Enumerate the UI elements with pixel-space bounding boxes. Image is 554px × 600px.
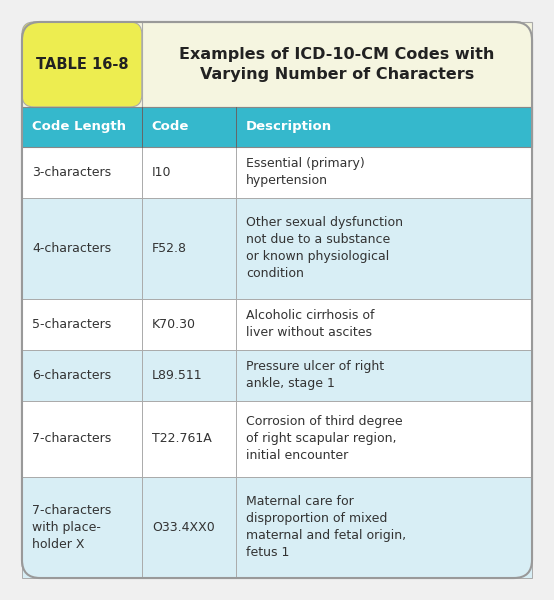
Text: Other sexual dysfunction
not due to a substance
or known physiological
condition: Other sexual dysfunction not due to a su… — [246, 217, 403, 280]
Text: I10: I10 — [152, 166, 171, 179]
Bar — [22, 476, 532, 578]
Bar — [22, 299, 532, 350]
FancyBboxPatch shape — [22, 22, 532, 578]
Text: Code: Code — [152, 121, 189, 133]
Text: O33.4XX0: O33.4XX0 — [152, 521, 214, 534]
Bar — [22, 198, 532, 299]
Text: 6-characters: 6-characters — [32, 368, 111, 382]
Text: 7-characters
with place-
holder X: 7-characters with place- holder X — [32, 504, 111, 551]
Text: F52.8: F52.8 — [152, 242, 187, 255]
Bar — [22, 350, 532, 401]
Text: Examples of ICD-10-CM Codes with
Varying Number of Characters: Examples of ICD-10-CM Codes with Varying… — [179, 47, 495, 82]
Bar — [22, 147, 532, 198]
Text: TABLE 16-8: TABLE 16-8 — [35, 57, 128, 72]
Text: Corrosion of third degree
of right scapular region,
initial encounter: Corrosion of third degree of right scapu… — [246, 415, 403, 462]
Text: 7-characters: 7-characters — [32, 432, 111, 445]
Bar — [22, 401, 532, 476]
Text: 4-characters: 4-characters — [32, 242, 111, 255]
Bar — [22, 107, 532, 147]
Text: Maternal care for
disproportion of mixed
maternal and fetal origin,
fetus 1: Maternal care for disproportion of mixed… — [246, 495, 406, 559]
Bar — [142, 22, 532, 107]
Text: L89.511: L89.511 — [152, 368, 202, 382]
Text: Description: Description — [246, 121, 332, 133]
Text: K70.30: K70.30 — [152, 318, 196, 331]
Text: 5-characters: 5-characters — [32, 318, 111, 331]
Text: Alcoholic cirrhosis of
liver without ascites: Alcoholic cirrhosis of liver without asc… — [246, 310, 375, 340]
Text: Essential (primary)
hypertension: Essential (primary) hypertension — [246, 157, 365, 187]
Text: 3-characters: 3-characters — [32, 166, 111, 179]
FancyBboxPatch shape — [22, 22, 142, 107]
Text: T22.761A: T22.761A — [152, 432, 212, 445]
Text: Code Length: Code Length — [32, 121, 126, 133]
Text: Pressure ulcer of right
ankle, stage 1: Pressure ulcer of right ankle, stage 1 — [246, 360, 384, 390]
